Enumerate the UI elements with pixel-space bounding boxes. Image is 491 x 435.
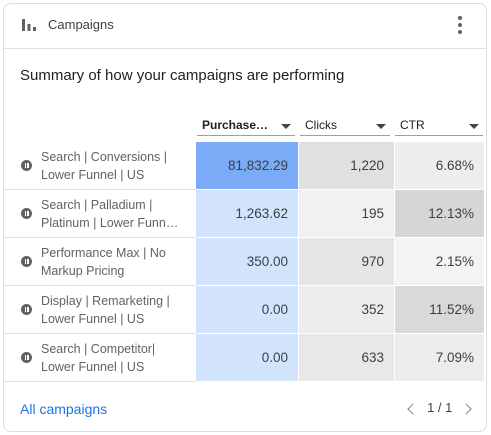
previous-page-icon[interactable] — [407, 402, 420, 415]
paused-icon — [21, 304, 32, 315]
column-label: Clicks — [305, 118, 337, 132]
campaign-name[interactable]: Display | Remarketing | Lower Funnel | US — [41, 292, 191, 328]
paused-icon — [21, 256, 32, 267]
clicks-cell: 1,220 — [299, 142, 394, 189]
campaign-name-line: Lower Funnel | US — [41, 360, 145, 374]
row-divider — [4, 333, 196, 334]
table-row[interactable]: Search | Competitor| Lower Funnel | US 0.0… — [4, 334, 486, 382]
dropdown-caret-icon[interactable] — [469, 124, 479, 129]
campaigns-card: Campaigns Summary of how your campaigns … — [3, 3, 487, 432]
campaign-name[interactable]: Search | Conversions | Lower Funnel | US — [41, 148, 191, 184]
page-indicator: 1 / 1 — [427, 400, 453, 415]
ctr-cell: 7.09% — [395, 334, 484, 381]
campaign-name[interactable]: Search | Competitor| Lower Funnel | US — [41, 340, 191, 376]
dropdown-caret-icon[interactable] — [376, 124, 386, 129]
row-divider — [4, 237, 196, 238]
row-divider — [4, 189, 196, 190]
sort-caret-icon[interactable] — [281, 124, 291, 129]
purchases-cell: 81,832.29 — [196, 142, 298, 189]
column-label: CTR — [400, 118, 425, 132]
ctr-cell: 2.15% — [395, 238, 484, 285]
pagination: 1 / 1 — [407, 400, 472, 420]
clicks-cell: 970 — [299, 238, 394, 285]
purchases-cell: 0.00 — [196, 334, 298, 381]
card-title: Campaigns — [48, 17, 114, 32]
card-header: Campaigns — [4, 4, 486, 49]
more-vert-icon — [458, 16, 462, 20]
column-header-clicks[interactable]: Clicks — [300, 118, 390, 136]
campaign-name-line: Performance Max | No — [41, 246, 166, 260]
paused-icon — [21, 160, 32, 171]
next-page-icon[interactable] — [460, 402, 472, 415]
table-row[interactable]: Search | Conversions | Lower Funnel | US 8… — [4, 142, 486, 190]
table-row[interactable]: Performance Max | No Markup Pricing 350.00… — [4, 238, 486, 286]
bar-chart-icon — [22, 19, 36, 31]
clicks-cell: 633 — [299, 334, 394, 381]
paused-icon — [21, 208, 32, 219]
purchases-cell: 0.00 — [196, 286, 298, 333]
more-options-button[interactable] — [450, 14, 470, 36]
ctr-cell: 11.52% — [395, 286, 484, 333]
purchases-cell: 1,263.62 — [196, 190, 298, 237]
campaign-name-line: Search | Conversions | — [41, 150, 167, 164]
ctr-cell: 6.68% — [395, 142, 484, 189]
campaign-name[interactable]: Performance Max | No Markup Pricing — [41, 244, 191, 280]
campaign-name-line: Lower Funnel | US — [41, 168, 145, 182]
summary-heading: Summary of how your campaigns are perfor… — [20, 67, 345, 84]
clicks-cell: 195 — [299, 190, 394, 237]
clicks-cell: 352 — [299, 286, 394, 333]
row-divider — [4, 381, 196, 382]
purchases-cell: 350.00 — [196, 238, 298, 285]
all-campaigns-link[interactable]: All campaigns — [20, 401, 108, 417]
column-header-ctr[interactable]: CTR — [395, 118, 483, 136]
row-divider — [4, 285, 196, 286]
table-row[interactable]: Display | Remarketing | Lower Funnel | US… — [4, 286, 486, 334]
campaign-name-line: Platinum | Lower Funn… — [41, 216, 179, 230]
ctr-cell: 12.13% — [395, 190, 484, 237]
campaign-name-line: Markup Pricing — [41, 264, 125, 278]
table-row[interactable]: Search | Palladium | Platinum | Lower Fun… — [4, 190, 486, 238]
campaign-name-line: Search | Competitor| — [41, 342, 156, 356]
paused-icon — [21, 352, 32, 363]
column-header-purchases[interactable]: Purchases… — [197, 118, 295, 136]
campaign-name[interactable]: Search | Palladium | Platinum | Lower Fun… — [41, 196, 191, 232]
campaign-name-line: Lower Funnel | US — [41, 312, 145, 326]
campaign-name-line: Search | Palladium | — [41, 198, 153, 212]
campaign-name-line: Display | Remarketing | — [41, 294, 170, 308]
column-label: Purchases… — [202, 118, 274, 132]
